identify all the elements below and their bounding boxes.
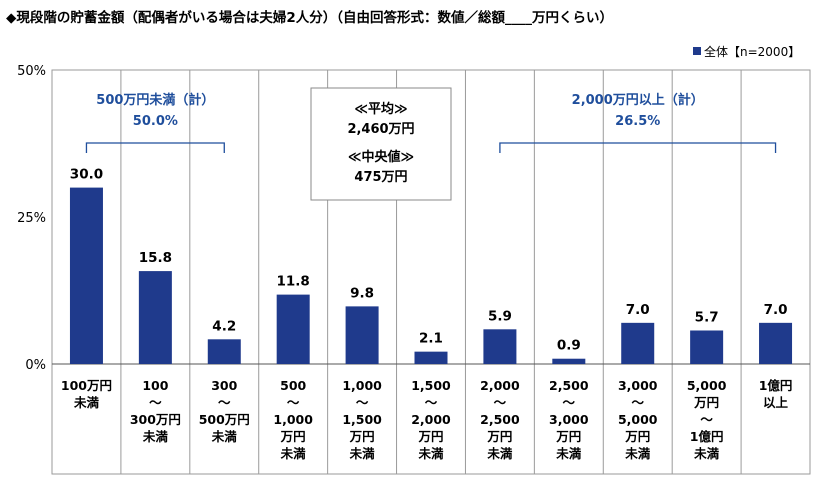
x-tick-label: 100: [142, 378, 168, 393]
x-tick-label: 万円: [624, 429, 650, 444]
bar: [69, 187, 103, 364]
x-tick-label: 500万円: [199, 412, 250, 427]
bar: [207, 339, 241, 364]
bar: [621, 322, 655, 364]
x-tick-label: 万円: [555, 429, 581, 444]
annotation-value: 26.5%: [615, 114, 660, 129]
summary-box: [310, 87, 452, 201]
x-tick-label: ～: [425, 395, 438, 410]
x-tick-label: 2,000: [411, 412, 451, 427]
bar: [138, 271, 172, 364]
y-tick-label: 50%: [17, 64, 46, 79]
summary-box-text: ≪平均≫: [354, 101, 407, 117]
x-tick-label: 未満: [280, 446, 307, 461]
x-tick-label: ～: [700, 412, 713, 427]
x-tick-label: 未満: [73, 395, 100, 410]
summary-box-text: ≪中央値≫: [348, 149, 414, 165]
x-tick-label: 万円: [417, 429, 443, 444]
legend-swatch: [693, 47, 701, 55]
bar: [690, 330, 724, 364]
x-tick-label: 300: [211, 378, 237, 393]
x-tick-label: ～: [631, 395, 644, 410]
x-tick-label: 未満: [417, 446, 444, 461]
x-tick-label: 2,500: [549, 378, 589, 393]
x-tick-label: 100万円: [61, 378, 112, 393]
x-tick-label: 1億円: [759, 378, 793, 393]
data-label: 5.7: [695, 309, 719, 325]
y-tick-label: 0%: [25, 358, 46, 373]
annotation-label: 2,000万円以上（計）: [572, 92, 704, 108]
x-tick-label: 未満: [142, 429, 169, 444]
x-tick-label: 1,000: [342, 378, 382, 393]
summary-box-text: 2,460万円: [347, 122, 414, 137]
x-tick-label: 2,000: [480, 378, 520, 393]
x-tick-label: 1,000: [273, 412, 313, 427]
data-label: 2.1: [419, 331, 443, 347]
x-tick-label: 5,000: [618, 412, 658, 427]
bar: [759, 322, 793, 364]
x-tick-label: 万円: [486, 429, 512, 444]
x-tick-label: 未満: [486, 446, 513, 461]
x-tick-label: 未満: [349, 446, 376, 461]
x-tick-label: 未満: [624, 446, 651, 461]
data-label: 7.0: [626, 302, 650, 318]
data-label: 30.0: [70, 167, 103, 183]
x-tick-label: 万円: [693, 395, 719, 410]
annotation-bracket: [85, 142, 225, 153]
x-tick-label: 500: [280, 378, 306, 393]
x-tick-label: ～: [563, 395, 576, 410]
x-tick-label: 未満: [693, 446, 720, 461]
x-tick-label: ～: [494, 395, 507, 410]
data-label: 4.2: [212, 318, 236, 334]
data-label: 9.8: [350, 285, 374, 301]
annotation-label: 500万円未満（計）: [96, 92, 214, 108]
summary-box-text: 475万円: [354, 170, 407, 185]
x-tick-label: 未満: [211, 429, 238, 444]
bar: [483, 329, 517, 364]
y-tick-label: 25%: [17, 211, 46, 226]
data-label: 11.8: [277, 274, 310, 290]
x-tick-label: 2,500: [480, 412, 520, 427]
x-tick-label: 3,000: [549, 412, 589, 427]
x-tick-label: 1,500: [342, 412, 382, 427]
bar: [552, 358, 586, 364]
bar: [276, 294, 310, 364]
x-tick-label: 以上: [763, 395, 789, 410]
x-tick-label: ～: [218, 395, 231, 410]
annotation-bracket: [499, 142, 777, 153]
data-label: 15.8: [139, 250, 172, 266]
data-label: 0.9: [557, 338, 581, 354]
x-tick-label: ～: [356, 395, 369, 410]
plot-frame: [51, 69, 811, 475]
x-tick-label: 1,500: [411, 378, 451, 393]
x-tick-label: ～: [287, 395, 300, 410]
x-tick-label: 1億円: [690, 429, 724, 444]
x-tick-label: 300万円: [130, 412, 181, 427]
chart-title: ◆現段階の貯蓄金額（配偶者がいる場合は夫婦2人分）（自由回答形式：数値／総額__…: [6, 10, 614, 26]
data-label: 5.9: [488, 308, 512, 324]
x-tick-label: 5,000: [687, 378, 727, 393]
legend: 全体【n=2000】: [693, 43, 800, 60]
bar: [414, 351, 448, 364]
bar: [345, 306, 379, 364]
x-tick-label: ～: [149, 395, 162, 410]
x-tick-label: 3,000: [618, 378, 658, 393]
annotation-value: 50.0%: [133, 114, 178, 129]
x-tick-label: 万円: [280, 429, 306, 444]
x-tick-label: 未満: [555, 446, 582, 461]
data-label: 7.0: [764, 302, 788, 318]
x-tick-label: 万円: [349, 429, 375, 444]
legend-label: 全体【n=2000】: [704, 45, 801, 59]
